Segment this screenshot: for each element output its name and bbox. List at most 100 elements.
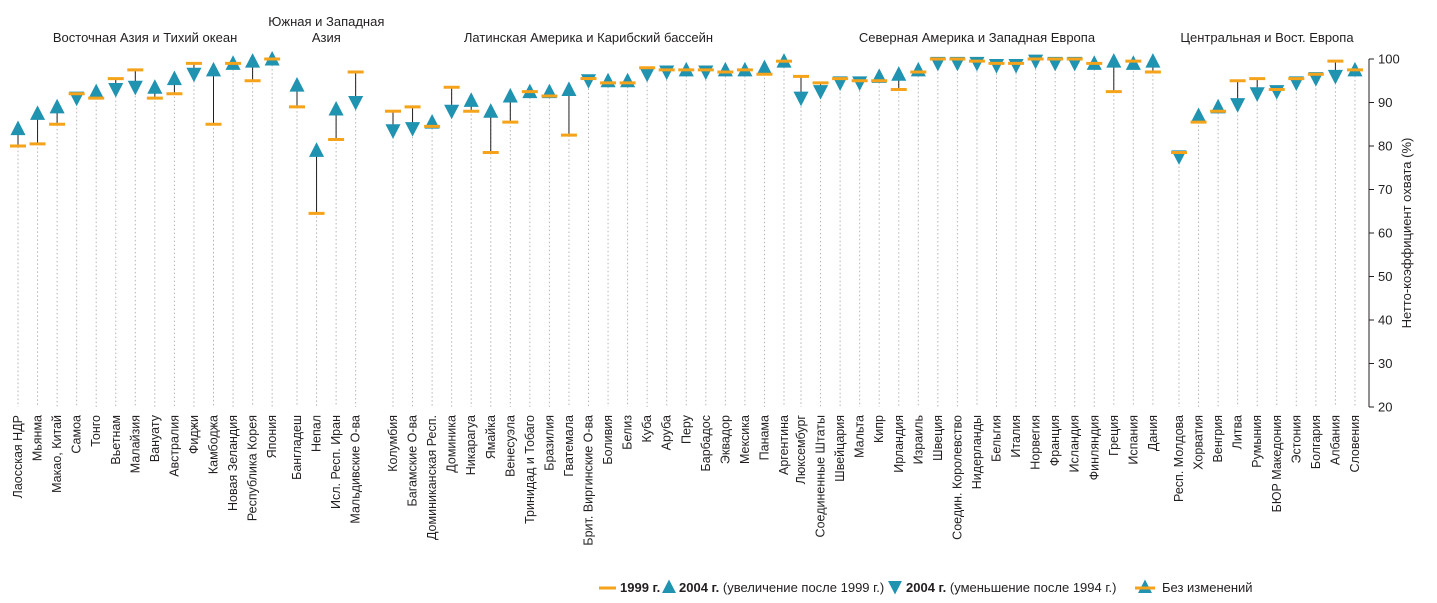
marker-2004-decrease: [793, 91, 809, 107]
country-label: Гватемала: [562, 415, 576, 477]
country-label: БЮР Македония: [1270, 415, 1284, 512]
country-label: Мальдивские О-ва: [349, 415, 363, 524]
country-label: Малайзия: [128, 415, 142, 473]
country-label: Панама: [757, 415, 771, 460]
legend-up-triangle-icon: [662, 579, 676, 593]
country-label: Бразилия: [542, 415, 556, 471]
country-label: Дания: [1146, 415, 1160, 451]
y-tick-label: 70: [1378, 182, 1392, 197]
marker-2004-decrease: [1249, 87, 1265, 102]
legend-increase-year: 2004 г.: [679, 580, 719, 595]
marker-2004-increase: [1106, 53, 1122, 68]
country-label: Ирландия: [892, 415, 906, 473]
country-label: Колумбия: [386, 415, 400, 472]
marker-2004-increase: [561, 81, 577, 96]
y-tick-label: 50: [1378, 269, 1392, 284]
marker-2004-increase: [600, 72, 616, 88]
country-label: Кипр: [872, 415, 886, 443]
y-tick-label: 80: [1378, 139, 1392, 154]
marker-2004-increase: [717, 61, 733, 77]
marker-2004-increase: [309, 142, 325, 157]
marker-2004-increase: [289, 77, 305, 92]
country-label: Фиджи: [187, 415, 201, 454]
country-label: Израиль: [911, 415, 925, 464]
y-tick-label: 100: [1378, 52, 1400, 67]
marker-2004-decrease: [1230, 98, 1246, 113]
marker-2004-increase: [1145, 53, 1161, 68]
country-label: Словения: [1348, 415, 1362, 473]
marker-2004-decrease: [1269, 85, 1285, 100]
country-label: Республика Корея: [246, 415, 260, 521]
marker-2004-decrease: [1008, 59, 1024, 74]
marker-2004-increase: [30, 105, 46, 120]
marker-2004-decrease: [988, 59, 1005, 74]
country-label: Венгрия: [1211, 415, 1225, 462]
legend-increase-label: 2004 г. (увеличение после 1999 г.): [679, 580, 884, 595]
y-axis-title: Нетто-коэффициент охвата (%): [1399, 138, 1414, 329]
country-label: Багамские О-ва: [406, 415, 420, 506]
y-tick-label: 20: [1378, 400, 1392, 415]
group-title: Южная и Западная Азия: [268, 14, 384, 45]
country-label: Соедин. Королевство: [950, 415, 964, 540]
group-title: Латинская Америка и Карибский бассейн: [464, 30, 713, 45]
country-label: Респ. Молдова: [1172, 415, 1186, 502]
country-label: Вануату: [148, 414, 162, 462]
marker-2004-increase: [620, 72, 636, 88]
country-label: Лаосская НДР: [11, 415, 25, 498]
country-labels: Лаосская НДР Мьянма Макао, Китай Самоа Тонго…: [11, 414, 1362, 545]
marker-2004-decrease: [1028, 54, 1044, 70]
gridlines: [17, 61, 1356, 407]
country-label: Тринидад и Тобаго: [523, 415, 537, 524]
legend-decrease-label: 2004 г. (уменьшение после 1994 г.): [906, 580, 1116, 595]
country-label: Хорватия: [1192, 415, 1206, 470]
country-label: Швейцария: [833, 415, 847, 482]
country-label: Люксембург: [794, 415, 808, 485]
country-label: Мальта: [853, 415, 867, 458]
marker-2004-decrease: [405, 122, 421, 137]
y-tick-label: 60: [1378, 226, 1392, 241]
marker-2004-decrease: [969, 56, 985, 72]
country-label: Боливия: [601, 415, 615, 465]
country-label: Албания: [1328, 415, 1342, 465]
country-label: Бангладеш: [290, 415, 304, 480]
country-label: Литва: [1231, 415, 1245, 449]
country-label: Италия: [1009, 415, 1023, 458]
data-markers: [10, 50, 1363, 215]
marker-2004-decrease: [108, 82, 124, 98]
group-title: Северная Америка и Западная Европа: [859, 30, 1096, 45]
marker-2004-decrease: [1327, 69, 1343, 85]
marker-2004-decrease: [580, 74, 597, 89]
group-title: Восточная Азия и Тихий океан: [53, 30, 237, 45]
country-label: Болгария: [1309, 415, 1323, 469]
marker-2004-decrease: [385, 124, 401, 139]
marker-2004-decrease: [659, 65, 675, 81]
marker-2004-decrease: [698, 65, 714, 81]
legend: 1999 г. 2004 г. (увеличение после 1999 г…: [599, 579, 1253, 595]
marker-2004-increase: [502, 87, 518, 103]
legend-1999-label: 1999 г.: [620, 580, 660, 595]
country-label: Доминика: [445, 415, 459, 473]
marker-2004-decrease: [348, 96, 364, 111]
country-label: Аргентина: [777, 415, 791, 475]
country-label: Новая Зеландия: [226, 415, 240, 511]
legend-unchanged-label: Без изменений: [1162, 580, 1253, 595]
country-label: Барбадос: [699, 415, 713, 471]
y-tick-label: 30: [1378, 356, 1392, 371]
legend-increase-desc: (увеличение после 1999 г.): [723, 580, 884, 595]
country-label: Мексика: [738, 415, 752, 464]
group-titles: Восточная Азия и Тихий океан Южная и Запа…: [53, 14, 1354, 45]
country-label: Австралия: [167, 415, 181, 477]
marker-2004-increase: [147, 79, 163, 94]
legend-1999-year: 1999 г.: [620, 580, 660, 595]
country-label: Вьетнам: [109, 415, 123, 465]
country-label: Белиз: [621, 415, 635, 450]
marker-2004-decrease: [852, 76, 868, 91]
marker-2004-increase: [88, 83, 104, 99]
country-label: Норвегия: [1029, 415, 1043, 470]
marker-2004-increase: [910, 61, 926, 77]
country-label: Мьянма: [31, 415, 45, 461]
country-label: Румыния: [1250, 415, 1264, 468]
y-axis: 20 30 40 50 60 70 80 90 100: [1368, 52, 1400, 415]
country-label: Никарагуа: [464, 415, 478, 475]
marker-2004-decrease: [186, 67, 202, 83]
